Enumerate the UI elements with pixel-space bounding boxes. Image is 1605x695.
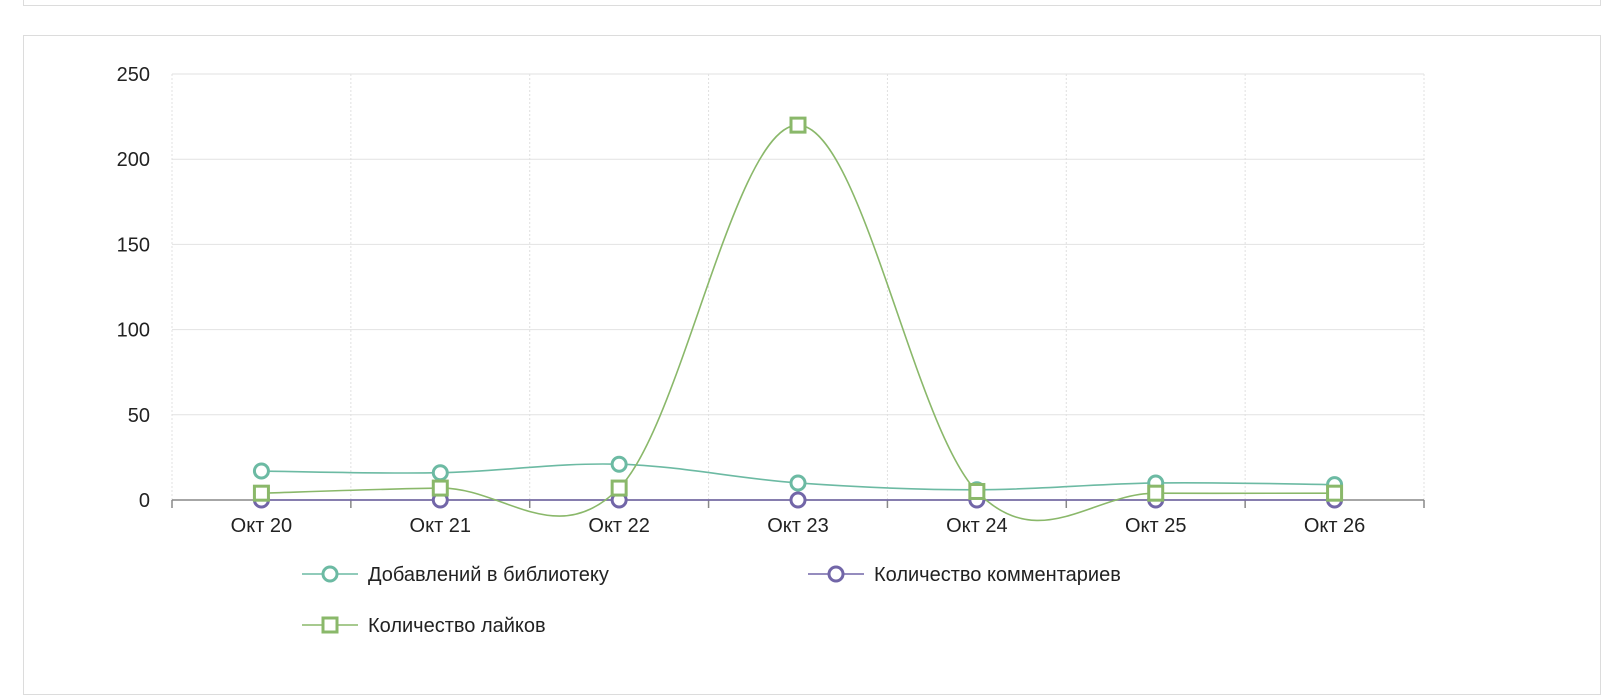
y-tick-label: 0	[139, 490, 150, 512]
data-point[interactable]	[1149, 486, 1163, 500]
y-tick-label: 250	[117, 64, 150, 86]
data-point[interactable]	[612, 457, 626, 471]
series-2	[254, 118, 1341, 520]
series-0	[254, 457, 1341, 497]
series-layer	[254, 118, 1341, 520]
legend-marker[interactable]	[323, 567, 337, 581]
data-point[interactable]	[791, 118, 805, 132]
y-tick-label: 100	[117, 320, 150, 342]
legend-item[interactable]: Количество лайков	[302, 615, 546, 637]
y-tick-label: 150	[117, 234, 150, 256]
data-point[interactable]	[433, 481, 447, 495]
legend: Добавлений в библиотеку Количество коммен…	[302, 564, 1121, 637]
top-panel	[23, 0, 1601, 6]
data-point[interactable]	[612, 481, 626, 495]
legend-item[interactable]: Количество комментариев	[808, 564, 1121, 586]
series-line	[261, 125, 1334, 520]
x-tick-label: Окт 21	[410, 515, 472, 537]
chart-card: 0 50 100 150 200 250 Окт 20 Окт 21 Окт 22 Окт 23…	[23, 35, 1601, 695]
data-point[interactable]	[791, 493, 805, 507]
data-point[interactable]	[254, 464, 268, 478]
x-tick-label: Окт 20	[231, 515, 293, 537]
legend-marker[interactable]	[829, 567, 843, 581]
data-point[interactable]	[433, 466, 447, 480]
legend-label: Количество лайков	[368, 615, 546, 637]
y-axis: 0 50 100 150 200 250	[117, 64, 150, 512]
legend-item[interactable]: Добавлений в библиотеку	[302, 564, 609, 586]
x-tick-label: Окт 23	[767, 515, 829, 537]
series-1	[254, 493, 1341, 507]
legend-label: Количество комментариев	[874, 564, 1121, 586]
x-tick-label: Окт 26	[1304, 515, 1366, 537]
data-point[interactable]	[970, 484, 984, 498]
y-tick-label: 50	[128, 405, 150, 427]
legend-label: Добавлений в библиотеку	[368, 564, 609, 586]
x-tick-label: Окт 24	[946, 515, 1008, 537]
grid	[172, 74, 1424, 500]
legend-marker[interactable]	[323, 618, 337, 632]
x-tick-label: Окт 22	[588, 515, 650, 537]
x-tick-label: Окт 25	[1125, 515, 1187, 537]
data-point[interactable]	[1328, 486, 1342, 500]
data-point[interactable]	[254, 486, 268, 500]
data-point[interactable]	[791, 476, 805, 490]
line-chart: 0 50 100 150 200 250 Окт 20 Окт 21 Окт 22 Окт 23…	[24, 36, 1602, 676]
y-tick-label: 200	[117, 149, 150, 171]
